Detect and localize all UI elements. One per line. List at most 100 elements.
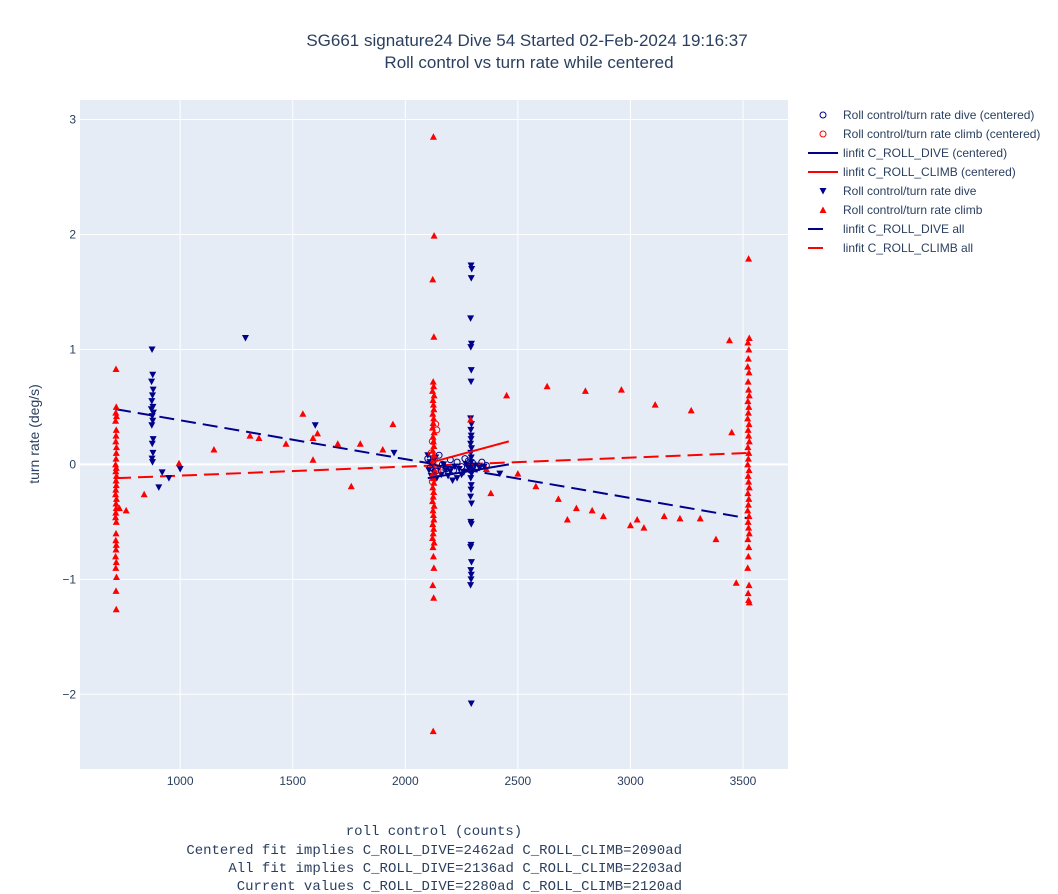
legend-item[interactable]: linfit C_ROLL_CLIMB all bbox=[808, 241, 973, 255]
dive-point bbox=[148, 392, 156, 399]
climb-point bbox=[389, 420, 397, 428]
climb-point bbox=[745, 345, 753, 353]
dive-point bbox=[148, 422, 156, 429]
climb-point bbox=[112, 605, 120, 613]
legend-label: Roll control/turn rate dive bbox=[843, 184, 977, 198]
dive-point bbox=[149, 449, 157, 457]
climb-point bbox=[626, 521, 634, 529]
x-tick-label: 3000 bbox=[617, 774, 644, 788]
climb-point bbox=[745, 581, 753, 589]
climb-point bbox=[112, 529, 120, 537]
climb-point bbox=[745, 529, 753, 537]
climb-point bbox=[309, 456, 317, 463]
climb-point bbox=[429, 378, 437, 385]
climb-point bbox=[429, 275, 437, 283]
climb-point bbox=[572, 504, 580, 512]
climb-point bbox=[429, 401, 437, 408]
legend-item[interactable]: linfit C_ROLL_DIVE all bbox=[808, 222, 964, 236]
climb-point bbox=[745, 334, 753, 341]
climb-point bbox=[744, 455, 752, 462]
legend[interactable]: Roll control/turn rate dive (centered) Ro… bbox=[808, 108, 1040, 255]
dive-point bbox=[467, 567, 475, 574]
climb-point bbox=[112, 518, 120, 525]
legend-label: Roll control/turn rate climb bbox=[843, 203, 983, 217]
climb-point bbox=[112, 509, 120, 516]
climb-point bbox=[112, 587, 120, 594]
climb-point bbox=[112, 409, 120, 416]
dive-point bbox=[467, 475, 475, 482]
legend-item[interactable]: Roll control/turn rate climb bbox=[819, 203, 983, 217]
climb-point bbox=[112, 545, 120, 553]
dive-point bbox=[467, 582, 475, 589]
climb-point bbox=[744, 414, 752, 422]
climb-point bbox=[744, 426, 752, 433]
legend-item[interactable]: Roll control/turn rate dive (centered) bbox=[819, 108, 1034, 122]
y-tick-label: 3 bbox=[69, 113, 76, 127]
climb-point bbox=[725, 336, 733, 344]
climb-point bbox=[430, 333, 438, 340]
climb-point bbox=[744, 363, 752, 370]
centered-point bbox=[442, 465, 450, 473]
climb-point bbox=[430, 564, 438, 571]
climb-point bbox=[112, 513, 120, 521]
climb-point bbox=[744, 409, 752, 416]
legend-item[interactable]: linfit C_ROLL_DIVE (centered) bbox=[808, 146, 1007, 160]
dive-point bbox=[467, 559, 475, 566]
centered-point bbox=[473, 464, 481, 472]
climb-point bbox=[430, 516, 438, 523]
climb-point bbox=[745, 466, 753, 474]
climb-point bbox=[728, 428, 736, 436]
centered-point bbox=[478, 458, 486, 466]
dive-point bbox=[467, 576, 475, 583]
climb-point bbox=[430, 442, 438, 449]
dive-point bbox=[148, 440, 156, 448]
climb-point bbox=[430, 525, 438, 532]
climb-point bbox=[112, 417, 120, 424]
dive-point bbox=[390, 449, 398, 457]
dive-point bbox=[149, 417, 157, 425]
climb-point bbox=[744, 506, 752, 514]
dive-point bbox=[241, 334, 249, 342]
y-tick-labels: −2 −1 0 1 2 3 bbox=[62, 113, 76, 702]
climb-point bbox=[430, 405, 438, 413]
climb-point bbox=[744, 501, 752, 508]
series-2 bbox=[427, 463, 510, 480]
climb-point bbox=[429, 133, 437, 140]
climb-point bbox=[255, 434, 263, 441]
climb-point bbox=[112, 443, 120, 451]
climb-point bbox=[617, 386, 625, 393]
climb-point bbox=[430, 488, 438, 495]
climb-point bbox=[745, 420, 753, 428]
centered-point bbox=[428, 478, 436, 486]
series-5 bbox=[112, 133, 753, 735]
climb-point bbox=[467, 416, 475, 423]
legend-item[interactable]: Roll control/turn rate climb (centered) bbox=[819, 127, 1040, 141]
climb-point bbox=[563, 516, 571, 523]
climb-point bbox=[744, 589, 752, 597]
climb-point bbox=[429, 460, 437, 468]
dive-point bbox=[435, 464, 443, 472]
dive-point bbox=[462, 461, 470, 468]
dive-point bbox=[467, 344, 475, 351]
centered-fit-note: Centered fit implies C_ROLL_DIVE=2462ad … bbox=[186, 843, 682, 859]
climb-point bbox=[554, 495, 562, 502]
legend-item[interactable]: linfit C_ROLL_CLIMB (centered) bbox=[808, 165, 1016, 179]
centered-point bbox=[458, 463, 466, 471]
climb-point bbox=[112, 558, 120, 566]
climb-point bbox=[314, 429, 322, 437]
legend-label: linfit C_ROLL_DIVE all bbox=[843, 222, 964, 236]
climb-point bbox=[745, 391, 753, 399]
legend-item[interactable]: Roll control/turn rate dive bbox=[819, 184, 977, 198]
climb-point bbox=[745, 524, 753, 531]
dive-point bbox=[467, 571, 475, 579]
climb-point bbox=[430, 414, 438, 422]
climb-point bbox=[112, 573, 120, 581]
dive-point bbox=[467, 482, 475, 489]
climb-point bbox=[745, 449, 753, 456]
climb-point bbox=[282, 440, 290, 447]
centered-point bbox=[427, 449, 435, 457]
dive-point bbox=[149, 436, 157, 443]
climb-point bbox=[745, 478, 753, 485]
climb-point bbox=[112, 426, 120, 433]
climb-point bbox=[112, 460, 120, 468]
